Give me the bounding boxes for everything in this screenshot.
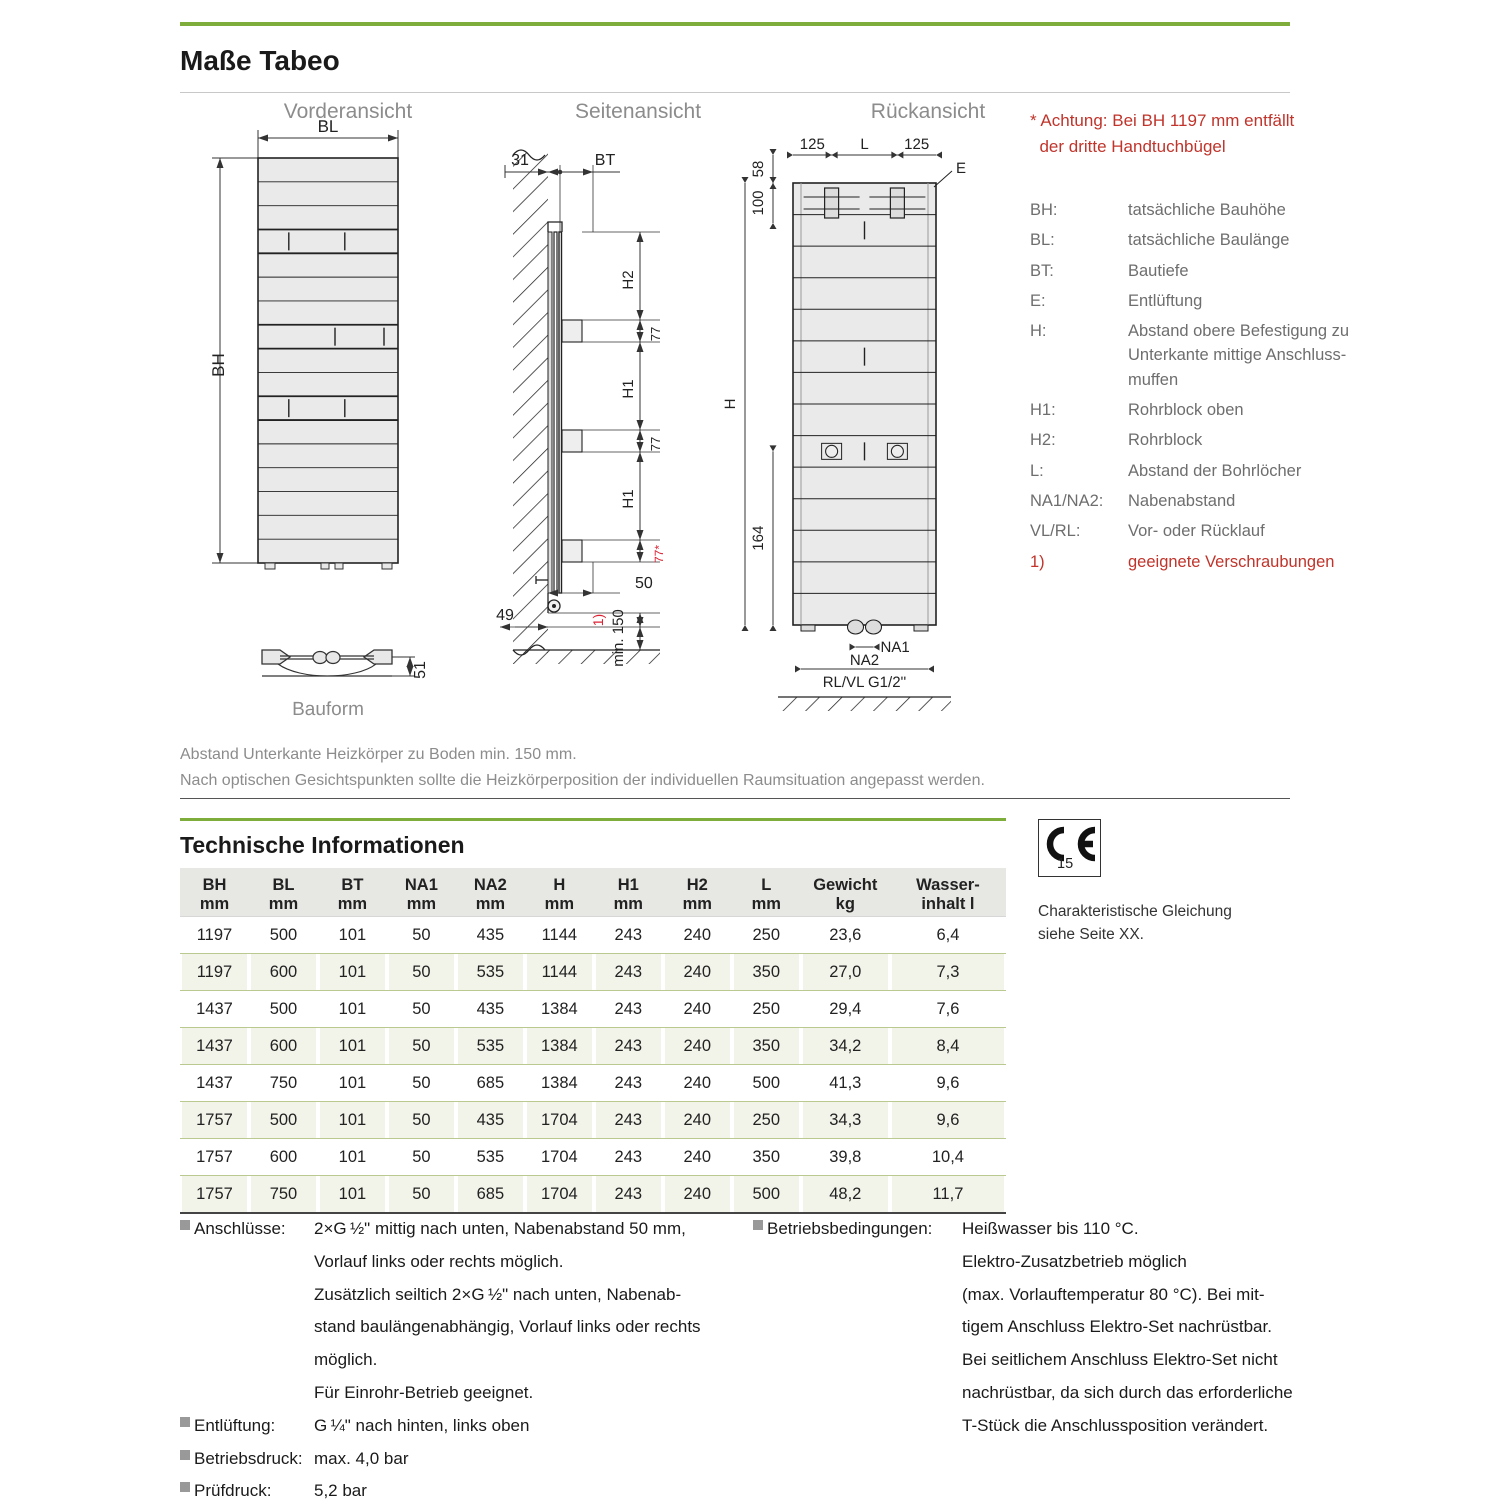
svg-text:BL: BL [318,117,339,136]
svg-text:50: 50 [635,575,653,592]
svg-text:NA2: NA2 [850,652,879,669]
svg-text:H1: H1 [620,379,637,398]
svg-text:51: 51 [412,661,429,679]
svg-text:125: 125 [800,136,825,153]
svg-text:NA1: NA1 [881,639,910,656]
svg-text:H: H [722,399,739,410]
svg-text:E: E [956,160,966,177]
svg-text:RL/VL G1/2'': RL/VL G1/2'' [823,674,907,691]
svg-text:H2: H2 [620,270,637,289]
svg-text:77: 77 [648,437,663,451]
svg-text:77*: 77* [652,545,666,563]
svg-text:100: 100 [750,190,767,215]
svg-text:77: 77 [648,327,663,341]
svg-text:125: 125 [904,136,929,153]
svg-text:164: 164 [750,526,767,551]
svg-text:58: 58 [750,161,767,178]
svg-text:H1: H1 [620,489,637,508]
svg-text:BH: BH [209,353,228,377]
svg-text:49: 49 [496,607,514,624]
svg-text:1): 1) [590,614,606,626]
svg-text:L: L [860,136,868,153]
svg-text:31: 31 [511,152,529,169]
svg-text:Bauform: Bauform [292,699,364,720]
svg-text:BT: BT [595,152,616,169]
